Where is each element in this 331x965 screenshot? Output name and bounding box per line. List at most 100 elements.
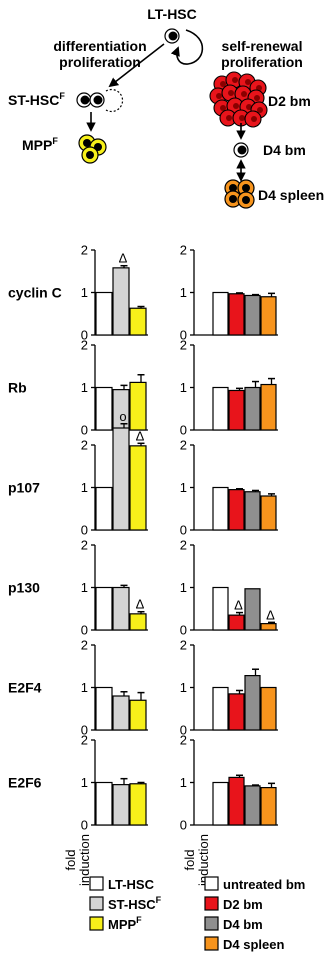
y-tick-label: 2	[180, 638, 187, 653]
lineage-diagram: LT-HSC differentiation proliferation sel…	[8, 6, 324, 209]
panel-0: cyclin C 0 1 2 Δ 0 1 2	[8, 243, 278, 343]
bar	[260, 686, 277, 731]
y-tick-label: 1	[81, 480, 88, 495]
bar	[228, 614, 245, 631]
self-renewal-label: self-renewal	[222, 38, 303, 54]
bar	[129, 783, 147, 826]
proliferation-right-label: proliferation	[221, 54, 303, 70]
panel-4: E2F4 0 1 2 0 1 2	[8, 638, 278, 738]
gene-label: E2F6	[8, 775, 42, 791]
significance-mark: o	[119, 409, 126, 424]
significance-mark: Δ	[266, 607, 275, 622]
d4-bm-label: D4 bm	[263, 142, 306, 158]
d4-bm-cell-icon	[233, 142, 249, 158]
bar	[129, 445, 147, 531]
y-tick-label: 0	[180, 328, 187, 343]
legend-swatch	[204, 876, 219, 891]
y-tick-label: 0	[81, 623, 88, 638]
bar	[129, 307, 147, 336]
y-tick-label: 2	[180, 243, 187, 258]
st-hsc-cells-icon	[76, 88, 124, 113]
y-tick-label: 1	[180, 480, 187, 495]
d4-spleen-label: D4 spleen	[258, 187, 324, 203]
significance-mark: Δ	[136, 597, 145, 612]
d2-bm-cells-icon	[209, 71, 268, 128]
y-tick-label: 2	[81, 338, 88, 353]
y-tick-label: 2	[180, 438, 187, 453]
legend-label: D2 bm	[223, 897, 263, 912]
y-tick-label: 0	[81, 523, 88, 538]
y-axis-label-right-induction: induction	[196, 834, 211, 886]
bar	[260, 623, 277, 631]
legend-label: LT-HSC	[108, 877, 155, 892]
lt-hsc-cell-icon	[164, 28, 180, 44]
bar	[95, 386, 113, 431]
bar	[112, 427, 130, 531]
bar	[112, 586, 130, 631]
y-tick-label: 0	[81, 818, 88, 833]
bar	[112, 695, 130, 731]
legend-swatch	[89, 876, 104, 891]
panel-1: Rb 0 1 2 0 1 2	[8, 338, 278, 438]
y-axis-label-right-fold: fold	[182, 850, 197, 871]
legend-label: D4 bm	[223, 917, 263, 932]
bar	[212, 486, 229, 531]
y-tick-label: 0	[81, 328, 88, 343]
bar	[112, 784, 130, 826]
bar	[260, 383, 277, 431]
mpp-cells-icon	[78, 134, 107, 164]
bar	[260, 296, 277, 336]
mpp-label: MPPF	[22, 136, 58, 153]
y-tick-label: 1	[180, 285, 187, 300]
y-tick-label: 1	[81, 580, 88, 595]
d2-bm-label: D2 bm	[268, 93, 311, 109]
gene-label: p130	[8, 580, 40, 596]
bar	[129, 699, 147, 731]
y-tick-label: 2	[81, 638, 88, 653]
bar	[244, 386, 261, 431]
bar	[212, 781, 229, 826]
gene-label: cyclin C	[8, 285, 62, 301]
bar	[95, 586, 113, 631]
bar	[244, 294, 261, 336]
y-tick-label: 1	[180, 380, 187, 395]
bar	[212, 386, 229, 431]
legend-label: D4 spleen	[223, 937, 284, 952]
bar	[228, 489, 245, 531]
y-tick-label: 0	[180, 818, 187, 833]
differentiation-label: differentiation	[53, 38, 146, 54]
y-tick-label: 1	[180, 580, 187, 595]
y-axis-label-left: fold induction	[63, 834, 92, 886]
bar	[129, 613, 147, 631]
y-tick-label: 2	[81, 243, 88, 258]
legend-left: LT-HSC ST-HSCF MPPF	[89, 876, 162, 932]
y-tick-label: 2	[180, 338, 187, 353]
y-axis-label-right: fold induction	[182, 834, 211, 886]
y-axis-label-left-fold: fold	[63, 850, 78, 871]
bar	[260, 786, 277, 826]
y-tick-label: 2	[81, 538, 88, 553]
bar	[244, 674, 261, 731]
significance-mark: Δ	[136, 428, 145, 443]
st-hsc-label: ST-HSCF	[8, 91, 65, 108]
y-tick-label: 0	[180, 523, 187, 538]
panel-3: p130 0 1 2 Δ 0 1 2 Δ Δ	[8, 538, 278, 638]
y-tick-label: 1	[81, 285, 88, 300]
bar	[228, 293, 245, 336]
y-tick-label: 2	[180, 538, 187, 553]
y-tick-label: 2	[81, 438, 88, 453]
legend-swatch	[204, 916, 219, 931]
y-tick-label: 1	[180, 680, 187, 695]
legend-swatch	[204, 936, 219, 951]
bar	[212, 586, 229, 631]
proliferation-left-label: proliferation	[59, 54, 141, 70]
panel-2: p107 0 1 2 oΔ 0 1 2	[8, 409, 278, 538]
lt-hsc-label: LT-HSC	[147, 6, 197, 22]
bar	[228, 776, 245, 826]
significance-mark: Δ	[234, 598, 243, 613]
legend-label: ST-HSCF	[108, 895, 162, 912]
y-tick-label: 0	[81, 423, 88, 438]
panel-5: E2F6 0 1 2 0 1 2	[8, 733, 278, 833]
bar-chart-panels: cyclin C012Δ012Rb012012p107012oΔ012p1300…	[8, 243, 278, 833]
